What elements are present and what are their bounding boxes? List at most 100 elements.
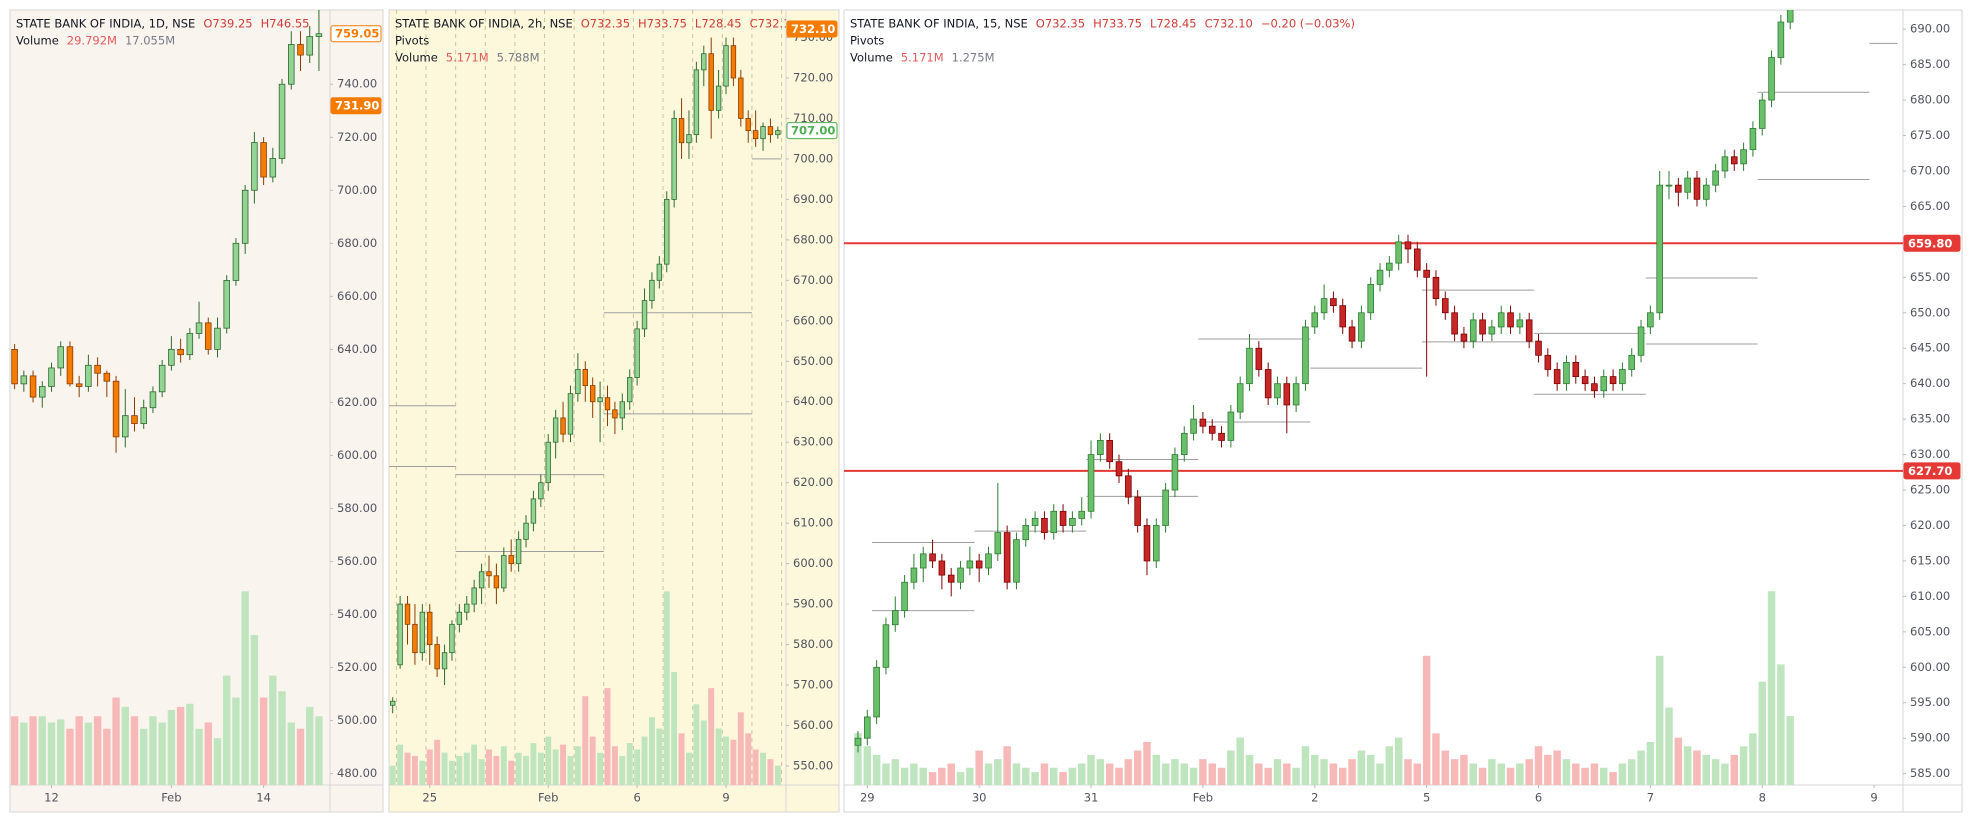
y-tick-label: 580.00 (337, 501, 377, 515)
candle-body (1600, 376, 1608, 392)
y-tick-label: 670.00 (793, 273, 833, 287)
candle-body (478, 571, 485, 589)
volume-bar (287, 722, 295, 785)
candle-body (288, 44, 295, 85)
volume-bar (1171, 759, 1179, 785)
volume-bar (1003, 746, 1011, 785)
candle-body (449, 623, 455, 654)
chart-title: STATE BANK OF INDIA, 2h, NSE (395, 17, 573, 31)
candle-body (985, 553, 992, 569)
volume-bar (1721, 763, 1729, 785)
y-tick-label: 635.00 (1910, 412, 1950, 426)
x-tick-label: 6 (633, 791, 640, 805)
candle-body (1581, 376, 1589, 385)
volume-bar (66, 728, 74, 785)
ohlc-value: O732.35 (581, 17, 630, 31)
price-label: 627.70 (1908, 464, 1952, 478)
candle-body (1703, 184, 1710, 200)
candle-body (1637, 326, 1645, 356)
ohlc-value: H733.75 (1093, 17, 1142, 31)
candle-body (1283, 383, 1291, 406)
candle-body (671, 118, 677, 200)
y-tick-label: 480.00 (337, 766, 377, 780)
volume-bar (426, 749, 433, 785)
volume-bar (663, 591, 670, 785)
candle-body (589, 385, 596, 403)
volume-bar (1301, 746, 1310, 785)
volume-bar (686, 752, 692, 785)
candle-body (775, 130, 781, 136)
candle-body (260, 142, 267, 178)
y-tick-label: 650.00 (793, 354, 833, 368)
candle-body (693, 69, 700, 136)
volume-bar (1674, 737, 1683, 785)
candle-body (441, 652, 448, 670)
volume-bar (693, 704, 700, 785)
candle-body (122, 415, 129, 438)
volume-bar (1339, 767, 1347, 785)
price-label: 659.80 (1908, 236, 1952, 250)
candle-body (649, 279, 655, 301)
volume-bar (456, 755, 463, 785)
candle-body (634, 328, 640, 378)
volume-bar (774, 765, 781, 785)
candle-body (1143, 525, 1151, 562)
volume-bar (1683, 746, 1692, 785)
y-tick-label: 640.00 (337, 342, 377, 356)
candle-body (1749, 128, 1757, 151)
candle-body (947, 574, 955, 583)
candle-body (1190, 418, 1197, 434)
ohlc-value: O732.35 (1036, 17, 1085, 31)
volume-bar (1077, 763, 1086, 785)
volume-bar (1320, 759, 1328, 785)
candle-body (419, 611, 426, 654)
volume-bar (1413, 763, 1422, 785)
candle-body (412, 623, 418, 654)
candle-body (1404, 241, 1412, 250)
volume-bar (404, 752, 411, 785)
ohlc-value: C732.10 (1205, 17, 1253, 31)
candle-body (1311, 312, 1319, 328)
candle-body (140, 407, 147, 425)
chart-title: STATE BANK OF INDIA, 15, NSE (850, 17, 1028, 31)
candle-body (1628, 354, 1636, 370)
volume-bar (434, 739, 441, 785)
candle-body (708, 53, 714, 111)
volume-value: 5.788M (497, 51, 540, 65)
chart-panel: 550.00 560.00 570.00 580.00 590.00 600.00 610.… (388, 9, 840, 813)
volume-bar (75, 716, 83, 785)
candle-body (612, 409, 618, 419)
candle-body (1423, 269, 1430, 278)
volume-bar (700, 720, 707, 785)
volume-bar (478, 759, 485, 785)
volume-bar (1627, 759, 1636, 785)
volume-bar (1264, 767, 1272, 785)
plot-area (389, 10, 783, 785)
candle-body (404, 603, 411, 625)
candle-body (1013, 539, 1020, 583)
y-tick-label: 680.00 (1910, 93, 1950, 107)
volume-bar (1497, 763, 1505, 785)
volume-bar (20, 722, 28, 785)
candle-body (1460, 333, 1468, 342)
volume-bar (1348, 759, 1356, 785)
volume-bar (1544, 754, 1552, 785)
candle-body (575, 368, 581, 395)
candle-body (530, 498, 537, 524)
volume-bar (1040, 763, 1049, 785)
candle-body (1320, 298, 1328, 314)
chart-panel: 480.00 500.00 520.00 540.00 560.00 580.00 600.… (9, 9, 384, 813)
candle-body (938, 560, 946, 576)
volume-bar (760, 752, 767, 785)
y-tick-label: 610.00 (793, 516, 833, 530)
volume-bar (619, 755, 626, 785)
volume-bar (213, 738, 222, 785)
y-tick-label: 630.00 (793, 435, 833, 449)
x-tick-label: 8 (1759, 791, 1766, 805)
candle-body (1572, 362, 1580, 377)
y-tick-label: 560.00 (793, 718, 833, 732)
volume-bar (441, 752, 448, 785)
header: STATE BANK OF INDIA, 15, NSE O732.35 H733.… (850, 17, 1355, 65)
candle-body (501, 555, 507, 589)
candle-body (1339, 305, 1347, 328)
